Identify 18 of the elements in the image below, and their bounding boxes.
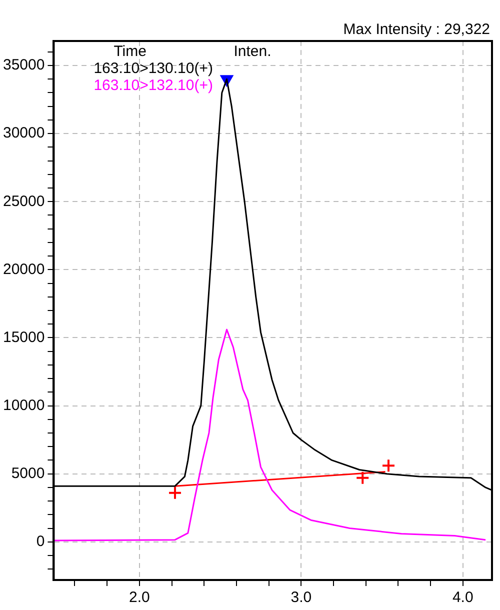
x-tick-label: 2.0 <box>129 589 150 606</box>
y-tick-label: 0 <box>36 533 45 550</box>
annotation: Inten. <box>234 43 272 60</box>
y-tick-label: 15000 <box>2 328 45 346</box>
point <box>356 470 370 485</box>
y-tick-label: 30000 <box>2 124 45 142</box>
point <box>168 486 182 500</box>
x-tick-label: 3.0 <box>290 589 312 606</box>
series-label: 163.10>130.10(+) <box>94 60 213 77</box>
text: Max Intensity : 29,322 <box>343 21 490 38</box>
y-tick-label: 35000 <box>2 56 45 74</box>
x-tick-label: 4.0 <box>452 589 474 606</box>
y-tick-label: 5000 <box>11 464 45 482</box>
y-tick-label: 10000 <box>2 396 45 414</box>
y-tick-label: 20000 <box>2 260 45 278</box>
y-tick-label: 25000 <box>2 192 45 210</box>
annotation: Time <box>114 43 146 60</box>
text: 163.10>132.10(+) <box>94 77 213 94</box>
